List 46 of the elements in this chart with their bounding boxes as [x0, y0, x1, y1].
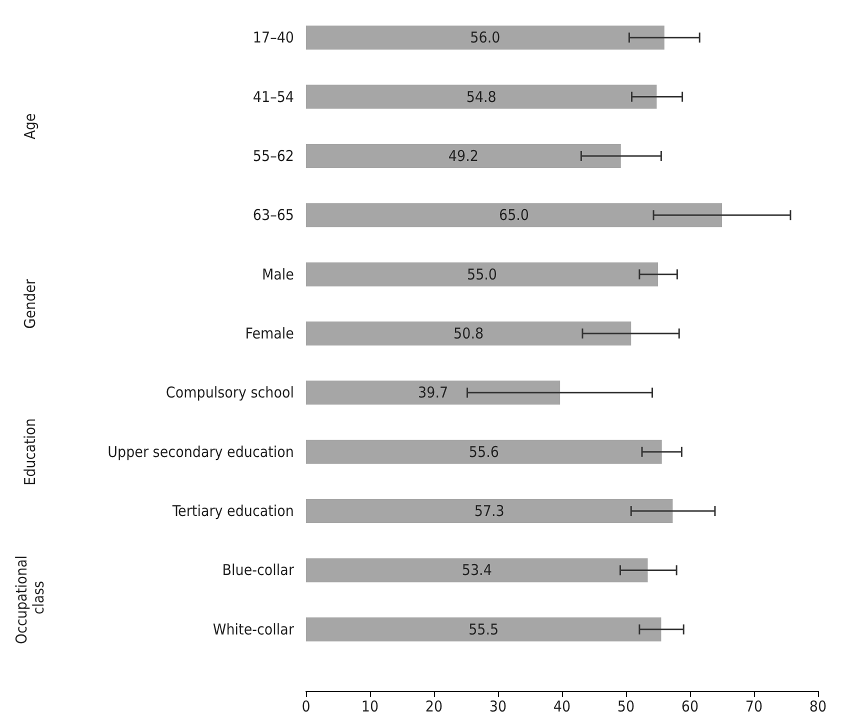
bar — [306, 322, 632, 346]
x-tick-label: 70 — [745, 698, 763, 716]
x-tick-label: 50 — [617, 698, 635, 716]
y-tick-label: Blue-collar — [222, 561, 294, 580]
data-label: 57.3 — [474, 502, 504, 520]
x-tick-label: 60 — [681, 698, 699, 716]
bar — [306, 262, 658, 286]
y-tick-label: 55–62 — [252, 146, 294, 165]
y-tick-label: Compulsory school — [166, 384, 294, 402]
bar — [306, 499, 673, 524]
text: Gender — [21, 278, 39, 329]
data-label: 50.8 — [454, 324, 484, 342]
x-tick-label: 40 — [553, 698, 571, 716]
text: Education — [21, 418, 39, 486]
bar — [306, 84, 657, 109]
y-tick-label: 41–54 — [252, 88, 294, 106]
data-label: 55.6 — [468, 442, 499, 461]
bar — [306, 26, 664, 50]
data-label: 56.0 — [470, 28, 500, 47]
data-label: 53.4 — [462, 561, 492, 580]
y-tick-label: Tertiary education — [171, 502, 294, 520]
data-label: 49.2 — [448, 146, 478, 165]
y-tick-label: 63–65 — [252, 206, 294, 224]
bar — [306, 144, 621, 168]
x-tick-label: 80 — [809, 698, 827, 716]
x-tick-label: 30 — [489, 698, 507, 716]
data-label: 55.5 — [468, 620, 499, 638]
bar — [306, 203, 722, 228]
x-tick-label: 10 — [361, 698, 379, 716]
y-tick-label: Male — [262, 265, 294, 284]
x-tick-label: 20 — [425, 698, 443, 716]
y-tick-label: White-collar — [212, 620, 294, 638]
y-tick-label: Female — [245, 324, 294, 342]
bar — [306, 440, 662, 464]
data-label: 65.0 — [498, 206, 530, 224]
bar — [306, 558, 648, 582]
data-label: 55.0 — [466, 265, 498, 284]
y-tick-label: 17–40 — [252, 28, 294, 47]
text: Age — [21, 113, 39, 140]
text: Occupational class — [12, 555, 48, 644]
data-label: 54.8 — [466, 88, 496, 106]
data-label: 39.7 — [418, 384, 448, 402]
y-tick-label: Upper secondary education — [108, 442, 294, 461]
bar — [306, 380, 560, 405]
bar — [306, 617, 662, 642]
x-tick-label: 0 — [302, 698, 310, 716]
